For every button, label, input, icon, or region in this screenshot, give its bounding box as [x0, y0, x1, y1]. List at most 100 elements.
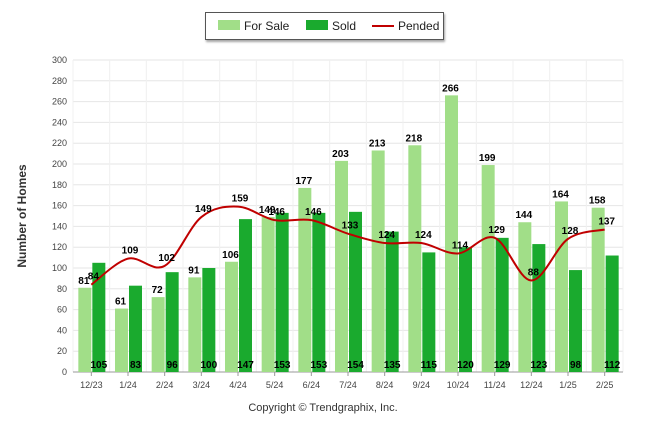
data-label-pended: 124 — [378, 230, 395, 241]
legend-label-sold: Sold — [332, 19, 357, 33]
x-tick-label: 2/25 — [596, 380, 614, 390]
data-label-pended: 109 — [122, 246, 139, 257]
data-label-pended: 124 — [415, 230, 432, 241]
data-label-for-sale: 91 — [188, 265, 200, 276]
data-label-sold: 100 — [200, 360, 217, 371]
x-tick-label: 9/24 — [413, 380, 431, 390]
x-tick-label: 5/24 — [266, 380, 284, 390]
y-tick-label: 0 — [62, 367, 67, 377]
data-label-pended: 84 — [88, 272, 100, 283]
data-label-for-sale: 177 — [295, 176, 312, 187]
data-label-sold: 83 — [130, 360, 142, 371]
data-label-pended: 88 — [528, 267, 540, 278]
bar-for-sale — [408, 145, 422, 372]
bar-for-sale — [335, 160, 348, 372]
y-tick-label: 280 — [52, 76, 67, 86]
bar-for-sale — [188, 277, 202, 372]
data-label-for-sale: 203 — [332, 149, 349, 160]
data-label-for-sale: 164 — [552, 189, 569, 200]
bar-sold — [569, 270, 582, 372]
bar-for-sale — [261, 217, 275, 372]
data-label-for-sale: 144 — [515, 210, 532, 221]
y-tick-label: 60 — [57, 305, 67, 315]
legend-label-pended: Pended — [398, 19, 440, 33]
y-tick-label: 220 — [52, 138, 67, 148]
data-label-for-sale: 199 — [479, 153, 496, 164]
legend-swatch-for-sale — [218, 20, 240, 30]
x-tick-label: 7/24 — [339, 380, 357, 390]
data-label-for-sale: 81 — [78, 276, 90, 287]
bar-sold — [459, 247, 472, 372]
x-tick-label: 8/24 — [376, 380, 394, 390]
data-label-sold: 129 — [494, 360, 511, 371]
y-tick-label: 120 — [52, 242, 67, 252]
x-tick-label: 4/24 — [229, 380, 247, 390]
bar-for-sale — [591, 207, 605, 372]
bar-for-sale — [151, 297, 165, 372]
bar-for-sale — [225, 261, 238, 372]
data-label-for-sale: 218 — [405, 133, 422, 144]
data-label-for-sale: 149 — [259, 205, 276, 216]
line-pended — [90, 205, 605, 286]
bar-sold — [165, 272, 179, 372]
x-tick-label: 1/24 — [119, 380, 137, 390]
y-tick-label: 140 — [52, 221, 67, 231]
data-label-pended: 114 — [452, 240, 469, 251]
data-label-pended: 146 — [305, 207, 322, 218]
y-tick-label: 240 — [52, 117, 67, 127]
data-label-for-sale: 213 — [369, 138, 386, 149]
legend-swatch-pended — [372, 25, 394, 27]
legend: For Sale Sold Pended — [205, 12, 444, 40]
data-label-sold: 123 — [530, 360, 547, 371]
data-label-sold: 153 — [274, 360, 291, 371]
bar-for-sale — [298, 187, 312, 372]
legend-label-for-sale: For Sale — [244, 19, 290, 33]
data-label-pended: 102 — [158, 253, 175, 264]
bar-sold — [349, 211, 362, 372]
data-label-pended: 133 — [342, 221, 359, 232]
data-label-sold: 153 — [310, 360, 327, 371]
x-tick-label: 12/24 — [520, 380, 543, 390]
bar-sold — [495, 237, 509, 372]
bar-sold — [129, 285, 142, 372]
data-label-sold: 135 — [384, 360, 401, 371]
y-tick-label: 200 — [52, 159, 67, 169]
data-label-pended: 149 — [195, 204, 212, 215]
data-label-pended: 129 — [488, 225, 505, 236]
bar-for-sale — [555, 201, 568, 372]
data-label-for-sale: 61 — [115, 297, 127, 308]
y-tick-label: 100 — [52, 263, 67, 273]
copyright: Copyright © Trendgraphix, Inc. — [248, 402, 398, 414]
x-tick-label: 10/24 — [447, 380, 470, 390]
data-label-for-sale: 106 — [222, 250, 239, 261]
data-label-for-sale: 158 — [589, 196, 606, 207]
data-label-for-sale: 72 — [152, 285, 164, 296]
data-label-sold: 147 — [237, 360, 254, 371]
y-tick-label: 300 — [52, 55, 67, 65]
data-label-for-sale: 266 — [442, 83, 459, 94]
bar-sold — [532, 244, 546, 372]
bar-for-sale — [518, 222, 532, 372]
x-tick-label: 3/24 — [193, 380, 211, 390]
x-tick-label: 2/24 — [156, 380, 174, 390]
y-tick-label: 180 — [52, 180, 67, 190]
bar-for-sale — [481, 165, 495, 372]
data-label-sold: 96 — [167, 360, 179, 371]
x-tick-label: 1/25 — [559, 380, 577, 390]
bar-for-sale — [78, 287, 92, 372]
bar-sold — [202, 268, 216, 372]
data-label-pended: 128 — [562, 226, 579, 237]
bar-sold — [239, 219, 252, 372]
y-tick-label: 40 — [57, 325, 67, 335]
data-label-sold: 112 — [604, 360, 621, 371]
bar-for-sale — [115, 308, 128, 372]
bar-for-sale — [445, 95, 458, 373]
bar-sold — [385, 231, 399, 372]
data-label-sold: 98 — [570, 360, 582, 371]
data-label-sold: 105 — [90, 360, 107, 371]
y-tick-label: 260 — [52, 97, 67, 107]
data-label-sold: 154 — [347, 360, 364, 371]
legend-swatch-sold — [306, 20, 328, 30]
y-tick-label: 160 — [52, 201, 67, 211]
